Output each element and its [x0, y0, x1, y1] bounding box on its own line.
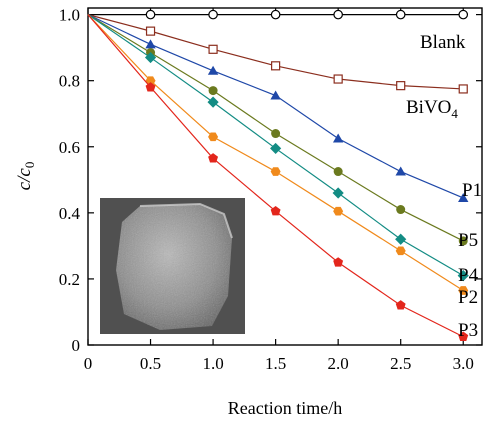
data-point [145, 76, 156, 86]
plot-area [87, 7, 483, 346]
data-point [333, 257, 344, 267]
data-point [271, 129, 281, 139]
data-point [270, 205, 281, 216]
data-point [270, 142, 282, 155]
axis-titles: Reaction time/h c/c0 [14, 162, 342, 418]
data-point [207, 65, 219, 75]
series-p4 [87, 14, 469, 282]
data-point [207, 96, 219, 108]
data-point [332, 187, 344, 199]
data-point [333, 9, 343, 20]
data-point [333, 167, 343, 177]
series-label-p1: P1 [462, 180, 482, 201]
data-point [395, 166, 406, 176]
data-point [145, 82, 156, 92]
x-tick-label: 2.5 [390, 354, 411, 373]
data-point [395, 300, 406, 310]
y-tick-label: 0.6 [59, 138, 80, 157]
data-point [332, 133, 344, 143]
y-tick-label: 0 [72, 336, 81, 355]
data-point [395, 9, 406, 20]
y-tick-label: 0.8 [59, 72, 80, 91]
data-point [333, 74, 343, 84]
series-line [87, 14, 464, 90]
data-point [396, 81, 406, 91]
data-point [458, 331, 469, 341]
data-point [395, 233, 407, 245]
data-point [458, 286, 469, 295]
x-tick-label: 0 [84, 354, 93, 373]
axes: 0 0.5 1.0 1.5 2.0 2.5 3.0 0 0.2 0.4 0.6 0.8 1.0 [59, 6, 482, 373]
series-label-blank: Blank [420, 32, 466, 53]
data-point [457, 270, 469, 282]
data-point [395, 246, 406, 256]
series-p3 [87, 14, 469, 341]
y-axis-title: c/c0 [14, 162, 37, 191]
data-point [270, 90, 281, 100]
series-bivo4 [87, 14, 468, 94]
x-axis-title: Reaction time/h [228, 398, 342, 418]
data-point [145, 26, 156, 36]
series-blank [88, 9, 469, 20]
data-point [208, 132, 219, 142]
y-tick-label: 0.2 [59, 270, 80, 289]
data-point [208, 44, 218, 54]
series-label-bivo4: BiVO4 [406, 97, 458, 121]
x-tick-label: 2.0 [328, 354, 349, 373]
data-point [145, 39, 156, 49]
data-point [333, 206, 344, 216]
data-point [396, 205, 406, 215]
data-point [271, 61, 281, 71]
sem-inset-image [100, 198, 245, 334]
data-point [458, 236, 468, 246]
data-point [458, 192, 469, 202]
data-point [270, 9, 281, 20]
data-point [270, 167, 281, 176]
data-point [208, 9, 218, 20]
y-tick-label: 0.4 [59, 204, 81, 223]
x-tick-label: 1.0 [202, 354, 223, 373]
x-tick-label: 0.5 [140, 354, 161, 373]
data-point [458, 84, 468, 94]
plot-frame [87, 7, 483, 346]
data-point [458, 9, 469, 20]
sem-particle-texture [116, 204, 232, 330]
series-label-p3: P3 [458, 320, 478, 341]
series-label-p5: P5 [458, 230, 478, 251]
series-label-p2: P2 [458, 287, 478, 308]
x-tick-label: 1.5 [265, 354, 286, 373]
sem-particle-edge [139, 202, 233, 239]
data-point [145, 9, 156, 20]
data-point [208, 153, 219, 163]
data-point [144, 51, 157, 64]
series-p1 [87, 14, 469, 202]
y-tick-label: 1.0 [59, 6, 80, 25]
series-label-p4: P4 [458, 265, 479, 286]
series-p2 [87, 14, 469, 295]
x-tick-label: 3.0 [453, 354, 474, 373]
series-layer [87, 9, 469, 341]
data-point [208, 86, 218, 96]
